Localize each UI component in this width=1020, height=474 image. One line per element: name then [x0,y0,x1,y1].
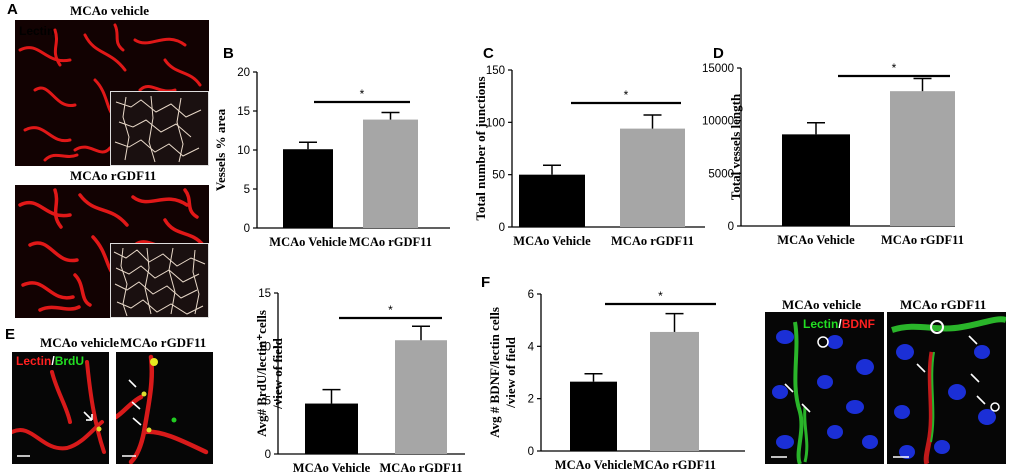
y-tick-label: 5000 [708,168,734,180]
panel-a-bottom-title: MCAo rGDF11 [70,168,157,183]
vessel-network-vehicle [18,23,202,162]
stain-label-lectin: Lectin [19,24,55,38]
panel-letter-a: A [7,1,18,18]
y-tick-label: 15 [258,288,271,300]
bar-vehicle [782,134,850,226]
bar-vehicle [570,381,617,451]
bar-rgdf11 [363,119,418,228]
category-label: MCAo rGDF11 [881,233,964,247]
bar-vehicle [305,403,358,454]
y-tick-label: 4 [528,341,535,353]
y-tick-label: 50 [492,170,505,182]
bar-rgdf11 [395,340,447,454]
vessel-network-rgdf11 [18,188,205,312]
y-tick-label: 15000 [702,63,734,75]
micrograph-rgdf11-lectin [15,185,209,318]
y-tick-label: 100 [486,117,505,129]
skeleton-inset-rgdf11 [110,243,209,318]
significance-star: * [388,303,393,317]
panel-letter-b: B [223,45,234,62]
y-tick-label: 10 [237,145,250,157]
bar-rgdf11 [650,331,699,451]
micrograph-e-rgdf11 [116,352,213,464]
stain-label-f: Lectin/BDNF [803,317,876,331]
stain-label-e: Lectin/BrdU [16,354,85,368]
y-axis-label: Avg # BDNF/lectin cells/view of field [487,307,518,438]
y-axis-label: Total vessels length [728,93,743,200]
y-tick-label: 5 [244,184,250,196]
category-label: MCAo Vehicle [513,234,591,248]
y-tick-label: 10000 [702,116,734,128]
category-label: MCAo rGDF11 [611,234,694,248]
y-axis-label: Total number of junctions [473,76,488,220]
significance-star: * [624,88,629,102]
micrograph-f-rgdf11 [887,312,1006,464]
y-tick-label: 150 [486,65,505,77]
category-label: MCAo rGDF11 [380,461,463,474]
micrograph-vehicle-lectin: Lectin [15,20,209,166]
bar-rgdf11 [620,128,685,227]
category-label: MCAo rGDF11 [633,458,716,472]
y-axis-label: Vessels % area [213,108,228,191]
category-label: MCAo Vehicle [269,235,347,249]
significance-star: * [360,87,365,101]
y-tick-label: 6 [528,289,534,301]
panel-letter-d: D [713,45,724,62]
skeleton-inset-vehicle [110,91,209,166]
panel-letter-f: F [481,274,491,291]
panel-a-top-title: MCAo vehicle [70,3,150,18]
category-label: MCAo Vehicle [555,458,633,472]
category-label: MCAo Vehicle [777,233,855,247]
category-label: MCAo Vehicle [293,461,371,474]
y-axis-label: Avg# BrdU/lectin⁺cells/view of field [254,310,285,437]
panel-letter-e: E [5,326,16,343]
panel-f-left-title: MCAo vehicle [782,297,862,312]
bar-vehicle [283,149,333,228]
y-tick-label: 10 [258,342,271,354]
y-tick-label: 5 [265,395,271,407]
bar-rgdf11 [890,91,955,226]
panel-letter-c: C [483,45,494,62]
y-tick-label: 20 [237,67,250,79]
panel-e-right-title: MCAo rGDF11 [120,335,207,350]
y-tick-label: 2 [528,394,534,406]
y-tick-label: 15 [237,106,250,118]
significance-star: * [892,61,897,75]
micrograph-f-vehicle: Lectin/BDNF [765,312,884,464]
y-tick-label: 0 [528,446,534,458]
panel-e-left-title: MCAo vehicle [40,335,120,350]
y-tick-label: 0 [265,449,271,461]
micrograph-e-vehicle: Lectin/BrdU [12,352,109,464]
panel-f-right-title: MCAo rGDF11 [900,297,987,312]
y-tick-label: 0 [244,223,250,235]
significance-star: * [658,289,663,303]
y-tick-label: 0 [728,221,734,233]
bar-vehicle [519,174,585,227]
y-tick-label: 0 [499,222,505,234]
category-label: MCAo rGDF11 [349,235,432,249]
